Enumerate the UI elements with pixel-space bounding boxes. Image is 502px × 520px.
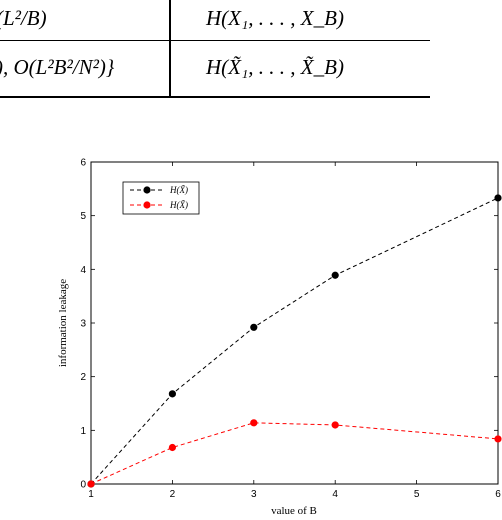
y-tick-label: 3 <box>80 319 86 330</box>
table-divider-horizontal-top <box>0 40 430 41</box>
x-tick-label: 1 <box>88 489 94 500</box>
y-axis-label: information leakage <box>57 279 69 367</box>
y-tick-label: 4 <box>80 265 86 276</box>
y-tick-label: 2 <box>80 372 86 383</box>
table-row2-right-cell: H(X̃₁, . . . , X̃_B) <box>206 55 344 79</box>
series-1-point <box>250 323 258 331</box>
table-row1-left-cell: (L²/B) <box>0 6 47 30</box>
legend-marker-2 <box>143 201 151 209</box>
y-tick-label: 6 <box>80 158 86 169</box>
table-row1-right-cell: H(X₁, . . . , X_B) <box>206 6 344 30</box>
x-tick-label: 3 <box>251 489 257 500</box>
series-1-point <box>494 194 502 202</box>
legend-marker-1 <box>143 186 151 194</box>
legend-label-2: H(X̃) <box>169 200 188 210</box>
table-divider-vertical <box>169 0 171 98</box>
series-2-point <box>168 443 176 452</box>
series-layer <box>87 194 502 488</box>
series-2-point <box>494 435 502 443</box>
x-tick-label: 5 <box>414 489 420 500</box>
x-tick-label: 6 <box>495 489 501 500</box>
series-2-point <box>331 421 339 429</box>
table-divider-horizontal-bottom <box>0 96 430 98</box>
legend-box <box>122 181 200 215</box>
series-2-point <box>87 480 95 488</box>
x-tick-label: 4 <box>332 489 338 500</box>
y-tick-label: 5 <box>80 211 86 222</box>
series-1-point <box>168 390 176 398</box>
x-tick-label: 2 <box>170 489 176 500</box>
series-1-line <box>90 197 499 485</box>
x-axis-label: value of B <box>271 505 317 517</box>
legend-label-1: H(X̃) <box>169 185 188 195</box>
series-2-point <box>250 419 258 427</box>
y-tick-label: 0 <box>80 480 86 491</box>
series-2-line <box>90 422 499 485</box>
legend: H(X̃) H(X̃) <box>122 181 200 215</box>
series-1-point <box>331 271 339 279</box>
table-row2-left-cell: ), O(L²B²/N²)} <box>0 55 115 79</box>
y-tick-label: 1 <box>80 426 86 437</box>
